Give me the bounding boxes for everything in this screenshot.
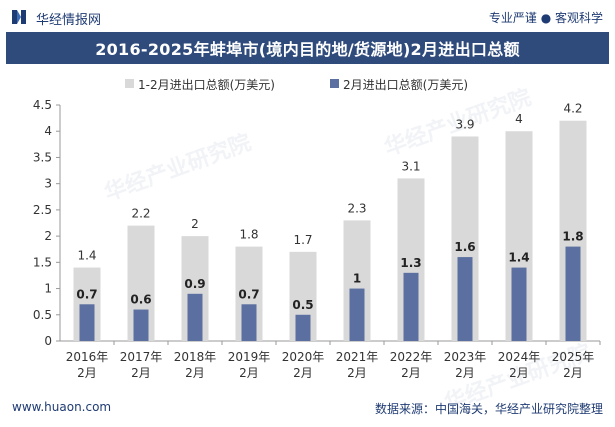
data-label-total: 2.3: [347, 201, 366, 215]
data-label-total: 2: [191, 217, 199, 231]
y-tick-label: 2.5: [33, 203, 52, 217]
data-label-feb: 0.5: [292, 298, 313, 312]
bar-feb: [133, 309, 149, 341]
x-tick-label: 2025年 2月: [552, 350, 595, 380]
x-tick-label: 2020年 2月: [282, 350, 325, 380]
bar-feb: [79, 304, 95, 341]
data-label-total: 4.2: [563, 102, 582, 116]
data-label-total: 3.1: [401, 159, 420, 173]
bar-feb: [511, 267, 527, 341]
legend-label-total: 1-2月进出口总额(万美元): [138, 78, 275, 92]
bar-feb: [295, 314, 311, 341]
legend-label-feb: 2月进出口总额(万美元): [343, 78, 468, 92]
data-label-feb: 1: [353, 272, 361, 286]
chart-legend: 1-2月进出口总额(万美元) 2月进出口总额(万美元): [0, 76, 615, 92]
x-tick-label: 2016年 2月: [66, 350, 109, 380]
bar-feb: [457, 257, 473, 341]
x-tick-label: 2022年 2月: [390, 350, 433, 380]
data-label-total: 3.9: [455, 117, 474, 131]
y-tick-label: 3.5: [33, 150, 52, 164]
x-tick-label: 2019年 2月: [228, 350, 271, 380]
y-tick-label: 0.5: [33, 308, 52, 322]
legend-swatch-feb: [330, 79, 339, 88]
x-tick-label: 2023年 2月: [444, 350, 487, 380]
y-tick-label: 1.5: [33, 255, 52, 269]
data-label-feb: 1.3: [400, 256, 421, 270]
data-label-feb: 0.6: [130, 293, 151, 307]
data-label-feb: 0.9: [184, 277, 205, 291]
brand-name: 华经情报网: [36, 13, 102, 28]
data-label-total: 1.8: [239, 228, 258, 242]
x-tick-label: 2018年 2月: [174, 350, 217, 380]
data-label-feb: 1.4: [508, 251, 529, 265]
x-tick-label: 2021年 2月: [336, 350, 379, 380]
brand-tagline: 专业严谨 ● 客观科学: [488, 11, 603, 25]
data-label-total: 2.2: [131, 207, 150, 221]
bar-feb: [565, 246, 581, 341]
data-label-feb: 1.8: [562, 230, 583, 244]
y-tick-label: 4: [44, 124, 52, 138]
y-tick-label: 1: [44, 282, 52, 296]
data-label-total: 4: [515, 112, 523, 126]
data-label-feb: 1.6: [454, 240, 475, 254]
data-label-feb: 0.7: [76, 287, 97, 301]
data-label-feb: 0.7: [238, 287, 259, 301]
y-tick-label: 4.5: [33, 98, 52, 112]
y-tick-label: 2: [44, 229, 52, 243]
bar-feb: [403, 272, 419, 341]
footer-source: 数据来源：中国海关，华经产业研究院整理: [374, 402, 603, 416]
y-tick-label: 0: [44, 334, 52, 348]
bar-feb: [241, 304, 257, 341]
x-tick-label: 2017年 2月: [120, 350, 163, 380]
legend-swatch-total: [125, 79, 134, 88]
brand-logo-icon: [12, 10, 26, 24]
x-tick-label: 2024年 2月: [498, 350, 541, 380]
data-label-total: 1.7: [293, 233, 312, 247]
bar-feb: [187, 293, 203, 341]
chart-title: 2016-2025年蚌埠市(境内目的地/货源地)2月进出口总额: [95, 40, 520, 59]
data-label-total: 1.4: [77, 249, 96, 263]
top-bar: 华经情报网 专业严谨 ● 客观科学: [0, 0, 615, 30]
y-tick-label: 3: [44, 177, 52, 191]
footer-website: www.huaon.com: [12, 400, 112, 414]
bar-feb: [349, 288, 365, 341]
bar-chart: 0 0.5 1 1.5 2 2.5 3 3.5 4 4.5 1.4 0.7 2016年 2月 2.2 0.6 2…: [33, 98, 601, 380]
title-bar: 2016-2025年蚌埠市(境内目的地/货源地)2月进出口总额: [6, 32, 609, 64]
